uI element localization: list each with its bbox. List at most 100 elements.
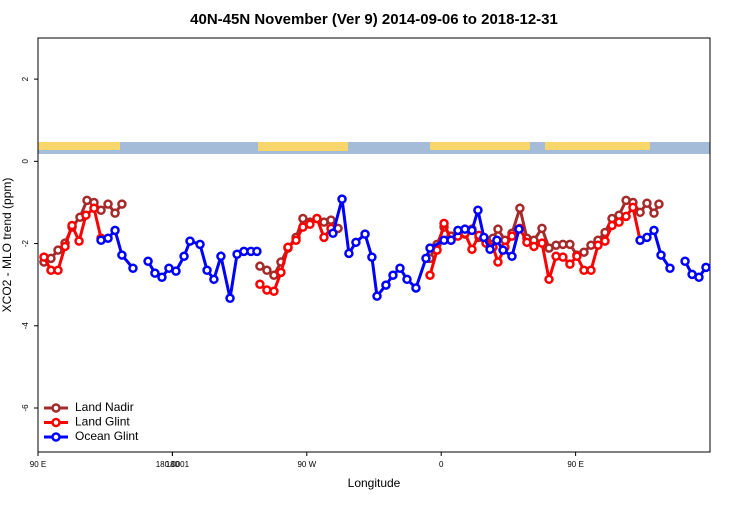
data-point xyxy=(225,293,235,303)
x-tick-label: 90 E xyxy=(567,460,583,469)
data-point xyxy=(117,199,127,209)
data-point xyxy=(579,247,589,257)
legend-marker xyxy=(51,432,61,442)
data-point xyxy=(202,265,212,276)
data-point xyxy=(117,250,127,260)
chart-title: 40N-45N November (Ver 9) 2014-09-06 to 2… xyxy=(190,11,558,28)
data-point xyxy=(179,251,189,262)
data-point xyxy=(367,252,377,262)
data-point xyxy=(150,268,160,278)
legend-label: Land Nadir xyxy=(75,400,134,414)
data-point xyxy=(642,232,652,243)
data-point xyxy=(656,250,666,260)
data-point xyxy=(171,266,181,276)
data-point xyxy=(283,242,293,253)
data-point xyxy=(60,241,70,252)
legend-marker xyxy=(51,403,61,413)
legend-marker xyxy=(51,417,61,428)
data-point xyxy=(103,199,113,209)
data-point xyxy=(143,256,153,266)
data-point xyxy=(344,248,354,259)
data-point xyxy=(381,280,391,290)
data-point xyxy=(185,236,195,246)
data-point xyxy=(493,257,503,267)
data-point xyxy=(529,241,539,252)
data-point xyxy=(572,251,582,262)
data-point xyxy=(537,223,547,234)
data-point xyxy=(319,232,329,243)
data-point xyxy=(665,263,675,273)
data-point xyxy=(402,274,412,285)
data-point xyxy=(485,244,495,255)
data-point xyxy=(473,205,483,216)
y-tick-label: -2 xyxy=(21,239,30,247)
data-point xyxy=(694,272,704,283)
data-point xyxy=(53,245,63,255)
data-point xyxy=(103,233,113,243)
data-point xyxy=(291,235,301,246)
data-point xyxy=(81,210,91,220)
data-point xyxy=(262,265,272,276)
y-tick-label: 2 xyxy=(21,76,30,81)
x-tick-label: 90 W xyxy=(297,460,316,469)
x-tick-label: 180 xyxy=(166,460,180,469)
plot-frame xyxy=(37,37,711,453)
data-point xyxy=(425,270,435,280)
data-point xyxy=(425,243,435,253)
data-point xyxy=(649,208,659,218)
data-point xyxy=(67,220,77,231)
data-point xyxy=(507,231,517,241)
data-point xyxy=(446,235,456,246)
data-point xyxy=(209,274,219,285)
data-point xyxy=(544,274,554,285)
data-point xyxy=(479,232,489,243)
y-tick-label: 0 xyxy=(21,159,30,164)
data-point xyxy=(74,236,84,246)
data-point xyxy=(195,239,205,250)
data-point xyxy=(515,203,525,213)
data-point xyxy=(680,256,690,266)
legend-label: Ocean Glint xyxy=(75,429,139,443)
data-point xyxy=(326,215,336,225)
data-point xyxy=(372,291,382,301)
x-tick-label: 0 xyxy=(439,460,444,469)
x-tick-label: 90 E xyxy=(30,460,46,469)
data-point xyxy=(53,265,63,276)
data-point xyxy=(157,272,167,283)
data-point xyxy=(614,217,624,227)
data-point xyxy=(328,228,338,239)
y-tick-label: -4 xyxy=(21,322,30,330)
data-point xyxy=(593,240,603,250)
data-point xyxy=(522,237,532,248)
data-point xyxy=(252,246,262,257)
data-point xyxy=(600,236,610,246)
data-point xyxy=(514,224,524,234)
data-point xyxy=(607,220,617,231)
data-point xyxy=(388,270,398,280)
data-point xyxy=(621,211,631,222)
data-point xyxy=(701,262,711,273)
x-axis-label: Longitude xyxy=(348,476,401,490)
data-point xyxy=(298,213,308,224)
data-point xyxy=(255,279,265,290)
legend-label: Land Glint xyxy=(75,415,130,429)
data-point xyxy=(628,202,638,213)
data-point xyxy=(467,225,477,236)
data-point xyxy=(305,219,315,229)
data-point xyxy=(439,218,449,229)
data-point xyxy=(537,238,547,248)
data-point xyxy=(312,213,322,224)
y-axis-label: XCO2 - MLO trend (ppm) xyxy=(0,178,14,313)
data-point xyxy=(110,208,120,218)
data-point xyxy=(89,203,99,213)
data-point xyxy=(128,263,138,273)
data-point xyxy=(565,259,575,269)
data-point xyxy=(411,283,421,293)
data-point xyxy=(565,239,575,250)
data-point xyxy=(642,198,652,209)
data-point xyxy=(351,237,361,248)
data-point xyxy=(493,224,503,234)
x-tick-label: 180.0001 xyxy=(156,460,190,469)
